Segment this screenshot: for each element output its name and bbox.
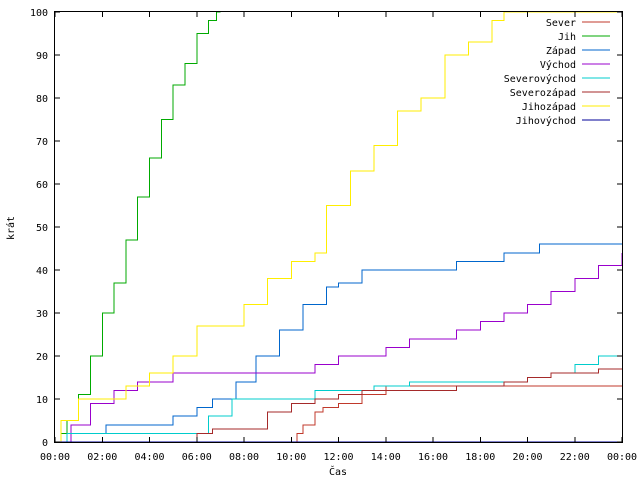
series-line-7 [55, 11, 622, 443]
legend-label: Východ [540, 59, 576, 71]
x-tick-label: 22:00 [560, 452, 590, 463]
x-tick-label: 14:00 [371, 452, 401, 463]
x-tick-label: 18:00 [465, 452, 495, 463]
series-lines [55, 11, 623, 443]
series-line-6 [55, 368, 622, 443]
series-line-2 [55, 11, 221, 443]
legend-label: Jihovýchod [516, 115, 576, 127]
y-tick-label: 20 [36, 352, 48, 363]
y-tick-label: 90 [36, 51, 48, 62]
y-tick-label: 0 [42, 438, 48, 449]
legend-label: Jihozápad [522, 101, 576, 113]
x-tick-label: 00:00 [40, 452, 70, 463]
y-axis-label: krát [5, 216, 17, 240]
y-tick-label: 70 [36, 137, 48, 148]
legend-label: Jih [558, 32, 576, 43]
x-tick-label: 04:00 [134, 452, 164, 463]
y-tick-label: 60 [36, 180, 48, 191]
x-tick-label: 00:00 [607, 452, 637, 463]
x-tick-label: 10:00 [276, 452, 306, 463]
y-tick-label: 50 [36, 223, 48, 234]
legend: Sever Jih Západ Východ Severovýchod Severozáp… [504, 18, 610, 127]
y-tick-label: 10 [36, 395, 48, 406]
series-line-3 [55, 243, 622, 443]
legend-label: Severozápad [510, 87, 576, 99]
x-axis-label: Čas [329, 465, 347, 478]
axis-ticks [54, 11, 623, 443]
legend-label: Sever [546, 18, 576, 29]
x-axis-tick-labels: 00:00 02:00 04:00 06:00 08:00 10:00 12:00 14:00… [40, 452, 637, 463]
x-tick-label: 08:00 [229, 452, 259, 463]
y-tick-label: 30 [36, 309, 48, 320]
legend-label: Západ [546, 45, 576, 57]
plot-frame [54, 11, 623, 443]
x-tick-label: 02:00 [87, 452, 117, 463]
series-line-4 [55, 252, 623, 443]
y-tick-label: 100 [30, 8, 48, 19]
x-tick-label: 06:00 [182, 452, 212, 463]
y-axis-tick-labels: 0 10 20 30 40 50 60 70 80 90 100 [30, 8, 48, 449]
x-tick-label: 16:00 [418, 452, 448, 463]
legend-label: Severovýchod [504, 73, 576, 85]
y-tick-label: 40 [36, 266, 48, 277]
x-tick-label: 12:00 [323, 452, 353, 463]
x-tick-label: 20:00 [512, 452, 542, 463]
y-tick-label: 80 [36, 94, 48, 105]
